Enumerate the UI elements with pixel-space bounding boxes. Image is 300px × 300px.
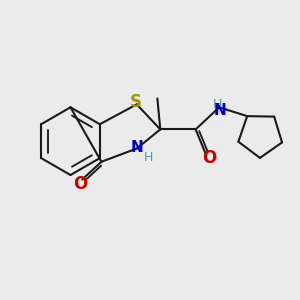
Text: N: N xyxy=(213,103,226,118)
Text: H: H xyxy=(213,98,222,111)
Text: O: O xyxy=(73,175,87,193)
Text: N: N xyxy=(131,140,144,155)
Text: O: O xyxy=(202,149,216,167)
Text: H: H xyxy=(143,151,153,164)
Text: S: S xyxy=(130,93,142,111)
